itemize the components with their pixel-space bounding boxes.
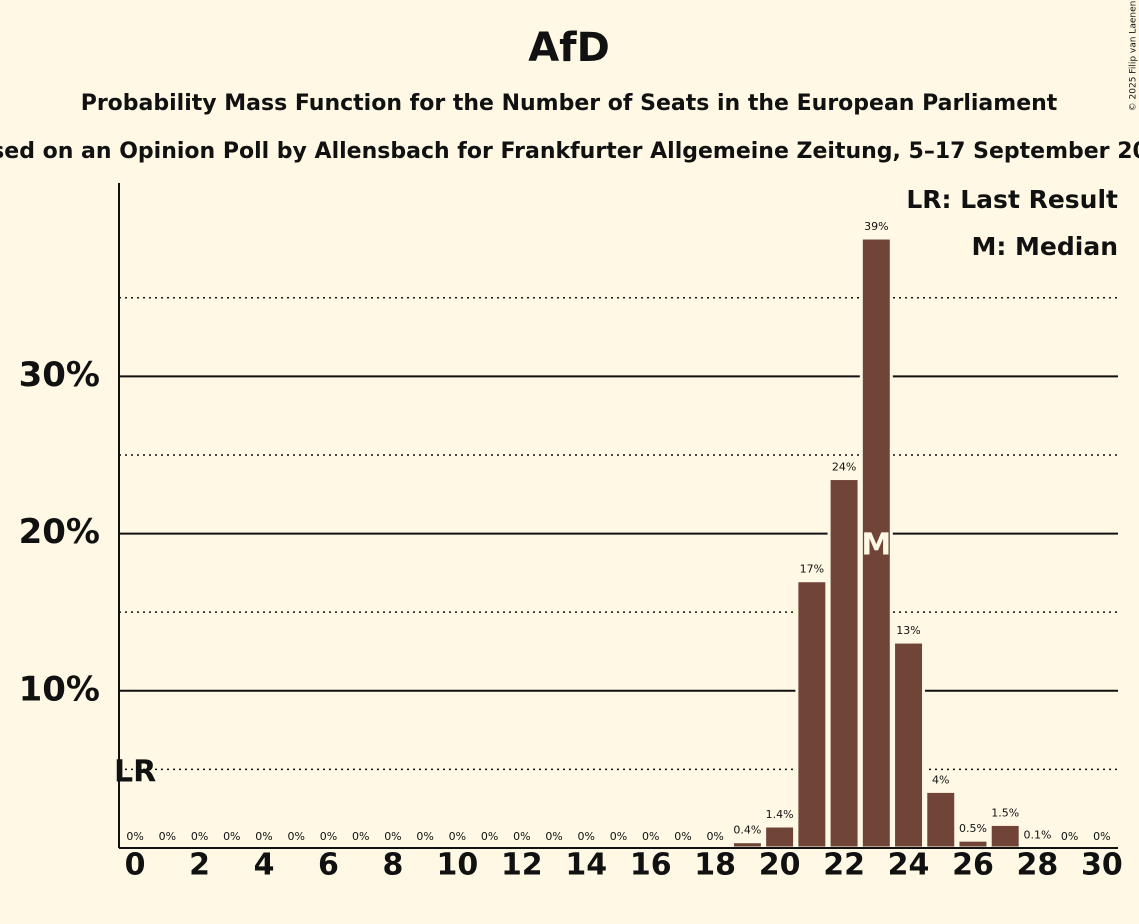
data-label: 4% — [932, 773, 949, 786]
x-tick-label: 4 — [254, 848, 275, 883]
bar — [827, 477, 861, 850]
x-tick-label: 26 — [952, 848, 994, 883]
chart-subtitle: Probability Mass Function for the Number… — [81, 91, 1058, 116]
data-label: 0% — [223, 830, 240, 843]
data-label: 0% — [159, 830, 176, 843]
data-label: 0% — [1093, 830, 1110, 843]
x-tick-label: 20 — [759, 848, 801, 883]
data-label: 0% — [642, 830, 659, 843]
chart-title: AfD — [528, 25, 610, 71]
legend-entry: LR: Last Result — [906, 185, 1118, 214]
x-tick-label: 0 — [125, 848, 146, 883]
data-label: 0% — [255, 830, 272, 843]
x-tick-label: 14 — [565, 848, 607, 883]
legend-entry: M: Median — [971, 232, 1118, 261]
bar — [763, 824, 797, 850]
data-label: 0% — [384, 830, 401, 843]
y-tick-label: 30% — [19, 355, 100, 395]
bar — [924, 789, 958, 850]
x-tick-label: 24 — [888, 848, 930, 883]
data-label: 0.5% — [959, 822, 987, 835]
copyright: © 2025 Filip van Laenen — [1129, 1, 1139, 112]
x-tick-label: 30 — [1081, 848, 1123, 883]
data-label: 0% — [191, 830, 208, 843]
data-label: 0% — [481, 830, 498, 843]
data-label: 0% — [288, 830, 305, 843]
data-label: 39% — [864, 220, 888, 233]
chart-subtitle: Based on an Opinion Poll by Allensbach f… — [0, 139, 1139, 164]
data-label: 13% — [896, 624, 920, 637]
data-label: 0% — [513, 830, 530, 843]
data-label: 0% — [578, 830, 595, 843]
data-label: 17% — [800, 563, 824, 576]
x-tick-label: 12 — [501, 848, 543, 883]
bar — [892, 640, 926, 850]
median-marker: M — [861, 528, 891, 563]
data-label: 0% — [416, 830, 433, 843]
data-label: 0% — [545, 830, 562, 843]
y-tick-label: 10% — [19, 669, 100, 709]
x-tick-label: 6 — [318, 848, 339, 883]
x-tick-label: 16 — [630, 848, 672, 883]
x-tick-label: 10 — [436, 848, 478, 883]
data-label: 0.1% — [1023, 828, 1051, 841]
data-label: 0% — [320, 830, 337, 843]
data-label: 0.4% — [733, 824, 761, 837]
data-label: 24% — [832, 461, 856, 474]
bar — [988, 822, 1022, 850]
bar — [956, 838, 990, 850]
bar — [795, 579, 829, 850]
data-label: 0% — [126, 830, 143, 843]
data-label: 0% — [674, 830, 691, 843]
x-tick-label: 28 — [1017, 848, 1059, 883]
data-label: 0% — [449, 830, 466, 843]
x-tick-label: 2 — [189, 848, 210, 883]
data-label: 1.4% — [766, 808, 794, 821]
data-label: 0% — [610, 830, 627, 843]
data-label: 0% — [706, 830, 723, 843]
x-tick-label: 22 — [823, 848, 865, 883]
last-result-marker: LR — [114, 755, 156, 790]
x-tick-label: 8 — [382, 848, 403, 883]
data-label: 0% — [1061, 830, 1078, 843]
x-tick-label: 18 — [694, 848, 736, 883]
data-label: 1.5% — [991, 806, 1019, 819]
data-label: 0% — [352, 830, 369, 843]
y-tick-label: 20% — [19, 512, 100, 552]
